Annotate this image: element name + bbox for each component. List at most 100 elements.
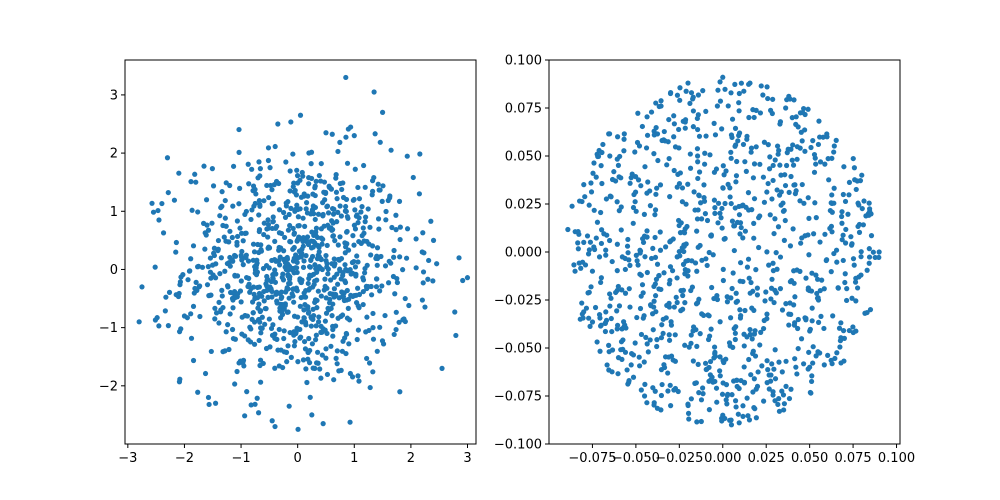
scatter-point [664, 302, 670, 309]
scatter-point [385, 197, 391, 204]
scatter-point [840, 328, 847, 334]
scatter-point [802, 148, 808, 154]
scatter-point [734, 383, 740, 390]
scatter-point [282, 214, 289, 220]
scatter-point [285, 343, 291, 349]
scatter-point [838, 360, 844, 366]
scatter-point [243, 208, 249, 215]
scatter-point [654, 343, 660, 350]
scatter-point [729, 392, 735, 398]
scatter-point [255, 295, 261, 301]
scatter-point [272, 256, 278, 263]
scatter-point [430, 237, 437, 243]
scatter-point [159, 200, 165, 207]
scatter-point [775, 151, 781, 157]
plot-frame [548, 59, 901, 445]
scatter-point [364, 355, 370, 362]
scatter-point [855, 200, 861, 206]
scatter-point [652, 207, 659, 213]
scatter-point [741, 331, 747, 337]
scatter-point [316, 249, 322, 255]
scatter-point [211, 252, 217, 259]
scatter-point [758, 329, 764, 335]
scatter-point [768, 378, 774, 384]
scatter-point [335, 281, 341, 287]
scatter-point [667, 277, 673, 283]
scatter-point [740, 235, 746, 241]
scatter-point [325, 266, 331, 272]
scatter-point [374, 348, 380, 354]
scatter-point [240, 262, 246, 268]
scatter-point [731, 325, 737, 332]
scatter-point [309, 175, 315, 182]
scatter-point [295, 314, 301, 320]
scatter-point [400, 267, 406, 273]
scatter-point [693, 380, 699, 386]
scatter-point [188, 311, 194, 317]
scatter-point [232, 253, 239, 259]
scatter-point [639, 282, 646, 288]
scatter-point [763, 289, 769, 295]
scatter-point [374, 255, 380, 261]
scatter-point [690, 96, 696, 102]
scatter-point [765, 180, 771, 187]
scatter-point [805, 106, 811, 112]
scatter-point [832, 355, 838, 362]
scatter-point [794, 371, 800, 377]
scatter-point [276, 363, 282, 369]
scatter-point [703, 108, 709, 115]
scatter-point [269, 418, 275, 424]
scatter-point [598, 163, 604, 169]
scatter-point [223, 223, 229, 229]
scatter-point [736, 212, 743, 218]
scatter-point [741, 364, 747, 370]
scatter-point [667, 382, 673, 388]
scatter-point [808, 144, 814, 151]
scatter-point [658, 286, 664, 293]
scatter-point [717, 368, 723, 374]
scatter-point [667, 194, 673, 200]
y-tick-label: 0.100 [505, 54, 542, 69]
scatter-point [195, 209, 201, 215]
scatter-point [259, 293, 265, 299]
scatter-point [764, 311, 770, 317]
scatter-point [837, 338, 844, 344]
scatter-point [713, 385, 720, 391]
scatter-point [819, 277, 825, 283]
scatter-point [813, 353, 819, 359]
scatter-point [805, 195, 811, 201]
scatter-point [856, 229, 863, 235]
scatter-point [380, 183, 386, 189]
y-tick-label: 0.000 [505, 246, 542, 261]
scatter-point [671, 167, 677, 174]
scatter-point [765, 367, 771, 373]
scatter-point [721, 172, 727, 178]
scatter-point [257, 201, 263, 208]
scatter-point [309, 253, 316, 260]
scatter-point [751, 376, 757, 382]
scatter-point [850, 324, 856, 330]
scatter-point [833, 137, 839, 143]
scatter-point [653, 309, 659, 315]
scatter-point [307, 347, 313, 354]
scatter-point [310, 365, 316, 371]
scatter-point [606, 237, 613, 244]
scatter-point [250, 241, 257, 247]
scatter-point [661, 364, 668, 371]
scatter-point [373, 284, 380, 290]
scatter-point [313, 360, 320, 366]
scatter-point [347, 267, 353, 273]
scatter-point [717, 79, 723, 85]
scatter-point [596, 311, 603, 318]
scatter-point [702, 150, 708, 156]
scatter-point [767, 212, 773, 218]
scatter-point [202, 246, 208, 252]
scatter-point [736, 108, 742, 114]
scatter-point [402, 295, 408, 302]
scatter-point [257, 319, 263, 325]
scatter-point [180, 272, 186, 278]
scatter-point [270, 322, 276, 328]
scatter-point [712, 378, 718, 385]
scatter-point [637, 305, 644, 312]
scatter-point [654, 185, 660, 191]
